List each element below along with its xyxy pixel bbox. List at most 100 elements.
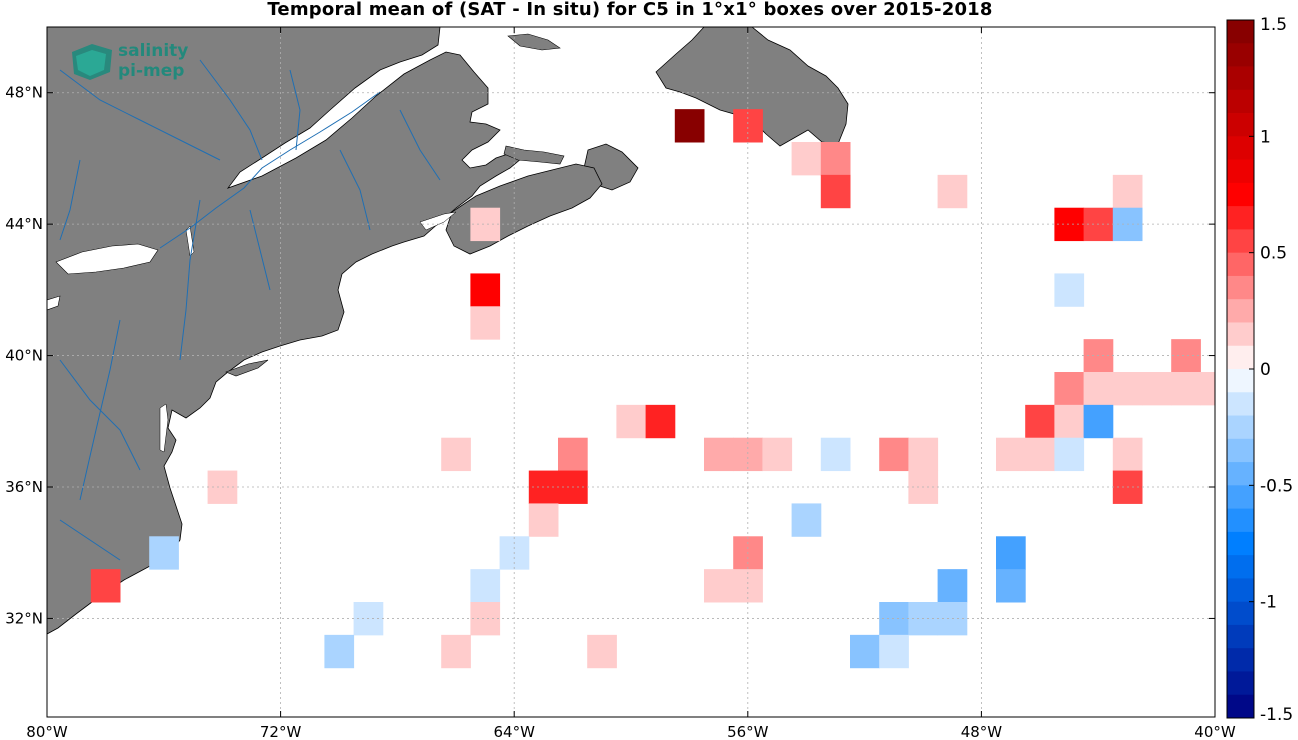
colorbar-level <box>1227 252 1254 277</box>
heatmap-cell <box>441 634 471 669</box>
bay-of-fundy <box>419 211 457 231</box>
heatmap-cell <box>791 142 822 176</box>
river-7 <box>59 519 121 561</box>
heatmap-cell <box>850 634 880 669</box>
long-island <box>225 359 269 377</box>
prince-edward-island <box>503 145 565 165</box>
heatmap-cell <box>1025 437 1055 472</box>
river-1 <box>59 69 221 161</box>
heatmap-cell <box>1025 404 1055 439</box>
colorbar-tick-label: 0.5 <box>1260 244 1287 264</box>
heatmap-cell <box>704 569 734 603</box>
colorbar-level <box>1227 555 1254 579</box>
heatmap-cell <box>820 174 851 209</box>
heatmap-cell <box>908 437 939 472</box>
heatmap-cell <box>937 569 968 603</box>
heatmap-cell <box>470 569 501 603</box>
lat-tick-label: 32°N <box>5 609 43 627</box>
heatmap-cell <box>90 569 121 603</box>
heatmap-cell <box>324 634 355 669</box>
lake-erie <box>47 295 61 311</box>
colorbar-level <box>1227 229 1254 254</box>
colorbar-level <box>1227 66 1254 91</box>
lat-tick-label: 36°N <box>5 478 43 496</box>
map-title: Temporal mean of (SAT - In situ) for C5 … <box>267 0 993 20</box>
river-9 <box>339 149 371 231</box>
lon-tick-label: 80°W <box>26 723 68 740</box>
map-axes: 48°N 44°N 40°N 36°N 32°N 80°W 72°W 64°W 56°W 48°W… <box>5 27 1236 740</box>
colorbar-level <box>1227 136 1254 160</box>
heatmap-cell <box>1112 174 1143 209</box>
lon-tick-label: 40°W <box>1194 723 1236 740</box>
heatmap-cell <box>733 109 763 143</box>
colorbar-level <box>1227 601 1254 626</box>
river-2 <box>199 59 263 161</box>
logo-line-2: pi-mep <box>118 61 185 81</box>
heatmap-cell <box>1112 372 1143 406</box>
heatmap-cell <box>558 437 588 472</box>
logo-line-1: salinity <box>118 41 189 61</box>
colorbar-level <box>1227 694 1254 719</box>
heatmap-cell <box>441 437 471 472</box>
colorbar-level <box>1227 462 1254 486</box>
heatmap-cell <box>820 142 851 176</box>
heatmap-cell <box>1083 372 1114 406</box>
river-3 <box>289 69 301 151</box>
heatmap-cell <box>470 207 501 242</box>
heatmap-cell <box>937 174 968 209</box>
river-10 <box>59 159 81 241</box>
heatmap-cell <box>1054 437 1085 472</box>
colorbar-level <box>1227 20 1254 44</box>
rivers <box>59 59 441 561</box>
lon-tick-label: 64°W <box>493 723 535 740</box>
river-11 <box>399 109 441 181</box>
heatmap-cell <box>645 404 676 439</box>
heatmap-cell <box>1171 372 1201 406</box>
river-4 <box>179 199 201 361</box>
colorbar-level <box>1227 648 1254 672</box>
lat-tick-label: 48°N <box>5 84 43 102</box>
north-america-landmass <box>47 27 523 635</box>
map-grid <box>47 27 1215 717</box>
heatmap-cells <box>90 109 1215 669</box>
colorbar-level <box>1227 671 1254 696</box>
colorbar-tick-label: 1 <box>1260 127 1271 147</box>
colorbar-level <box>1227 392 1254 416</box>
colorbar-tick-label: 1.5 <box>1260 15 1287 35</box>
heatmap-cell <box>1112 437 1143 472</box>
lat-tick-label: 40°N <box>5 347 43 365</box>
lat-tick-label: 44°N <box>5 215 43 233</box>
heatmap-cell <box>820 437 851 472</box>
chesapeake-bay <box>159 403 169 453</box>
heatmap-cell <box>791 503 822 537</box>
heatmap-cell <box>996 536 1026 570</box>
lon-tick-label: 56°W <box>727 723 769 740</box>
heatmap-cell <box>704 437 734 472</box>
heatmap-cell <box>996 569 1026 603</box>
colorbar-level <box>1227 206 1254 230</box>
heatmap-cell <box>528 503 559 537</box>
heatmap-cell <box>1171 339 1201 373</box>
salinity-pimep-logo: salinity pi-mep <box>70 42 210 86</box>
heatmap-cell <box>470 273 501 307</box>
colorbar-level <box>1227 159 1254 184</box>
colorbar-level <box>1227 531 1254 556</box>
heatmap-cell <box>1054 404 1085 439</box>
colorbar-level <box>1227 415 1254 440</box>
heatmap-cell <box>1142 372 1172 406</box>
colorbar-level <box>1227 299 1254 323</box>
colorbar-level <box>1227 578 1254 603</box>
river-6 <box>59 359 141 471</box>
anticosti-island <box>507 33 561 51</box>
colorbar-level <box>1227 89 1254 114</box>
heatmap-cell <box>762 437 793 472</box>
colorbar-level <box>1227 345 1254 370</box>
colorbar-level <box>1227 43 1254 67</box>
heatmap-cell <box>1054 207 1085 242</box>
heatmap-cell <box>674 109 705 143</box>
colorbar-level <box>1227 438 1254 463</box>
colorbar-tick-label: -1.5 <box>1260 705 1293 725</box>
colorbar-level <box>1227 182 1254 207</box>
colorbar-tick-label: -1 <box>1260 593 1277 613</box>
heatmap-cell <box>879 437 909 472</box>
